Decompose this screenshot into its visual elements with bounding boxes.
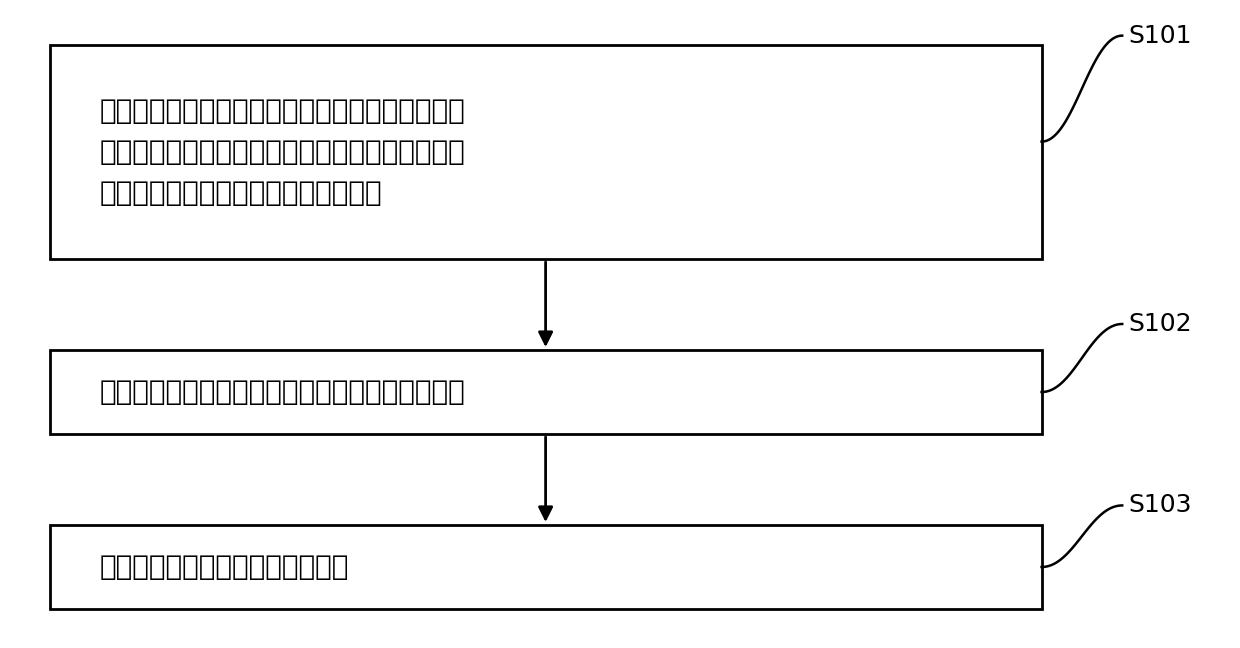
Text: 利用多个任务之间的约束关系，建立任务序列图，
所述任务序列图包括节点和边，所述节点对应于任
务，所述边对应于任务之间的约束关系: 利用多个任务之间的约束关系，建立任务序列图， 所述任务序列图包括节点和边，所述节… [99, 97, 465, 207]
Text: S101: S101 [1128, 23, 1192, 48]
Text: 根据排序结果执行所述多个任务。: 根据排序结果执行所述多个任务。 [99, 553, 348, 581]
Bar [50, 525, 1042, 609]
Text: 对任务序列图进行拓扑排序，确定并发执行的任务: 对任务序列图进行拓扑排序，确定并发执行的任务 [99, 378, 465, 406]
Text: S103: S103 [1128, 493, 1192, 518]
Bar [50, 45, 1042, 259]
Text: S102: S102 [1128, 312, 1192, 336]
Bar [50, 350, 1042, 434]
